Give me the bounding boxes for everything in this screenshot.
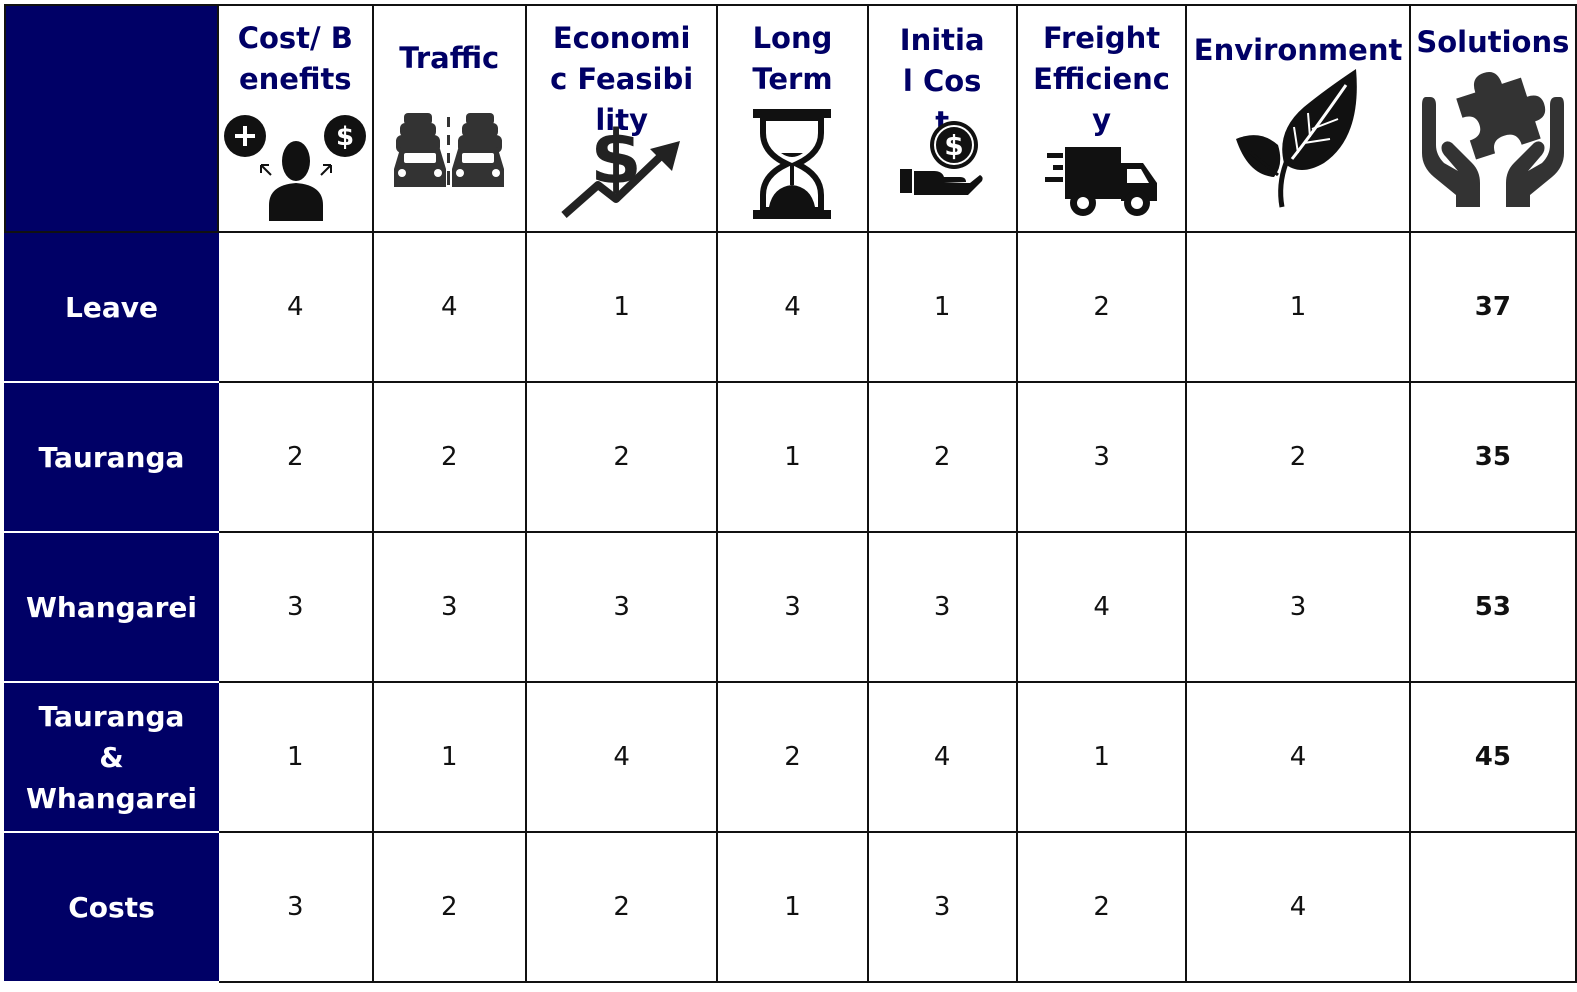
score-cell: 3 bbox=[716, 531, 869, 683]
delivery-truck-icon bbox=[1044, 135, 1159, 223]
score-cell: 4 bbox=[1015, 531, 1188, 683]
column-header-traffic: Traffic bbox=[371, 4, 527, 233]
column-header-freight-efficiency: Freight Efficiency bbox=[1015, 4, 1188, 233]
column-header-environment: Environment bbox=[1185, 4, 1411, 233]
row-label: Whangarei bbox=[4, 531, 219, 683]
score-cell: 1 bbox=[216, 681, 374, 833]
table-row: Whangarei 3 3 3 3 3 4 3 53 bbox=[4, 531, 1577, 683]
score-cell: 3 bbox=[866, 531, 1018, 683]
column-label: Freight Efficiency bbox=[1033, 21, 1170, 137]
score-cell: 3 bbox=[216, 531, 374, 683]
score-cell: 4 bbox=[716, 231, 869, 383]
leaf-icon bbox=[1234, 67, 1362, 213]
row-label: Costs bbox=[4, 831, 219, 983]
score-cell: 3 bbox=[1185, 531, 1411, 683]
column-label: Cost/ Benefits bbox=[237, 21, 353, 96]
column-header-solutions: Solutions bbox=[1408, 4, 1577, 233]
column-header-long-term: Long Term bbox=[716, 4, 869, 233]
row-label: Tauranga bbox=[4, 381, 219, 533]
score-cell: 1 bbox=[716, 381, 869, 533]
hands-puzzle-icon bbox=[1418, 67, 1568, 211]
score-cell: 1 bbox=[1185, 231, 1411, 383]
score-cell: 2 bbox=[1015, 831, 1188, 983]
total-cell: 37 bbox=[1408, 231, 1577, 383]
score-cell: 4 bbox=[524, 681, 719, 833]
score-cell: 3 bbox=[216, 831, 374, 983]
column-header-cost-benefits: Cost/ Benefits $ bbox=[216, 4, 374, 233]
score-cell: 1 bbox=[371, 681, 527, 833]
svg-text:$: $ bbox=[944, 129, 963, 162]
table-row: Leave 4 4 1 4 1 2 1 37 bbox=[4, 231, 1577, 383]
total-cell bbox=[1408, 831, 1577, 983]
score-cell: 2 bbox=[371, 831, 527, 983]
score-cell: 2 bbox=[1185, 381, 1411, 533]
total-cell: 45 bbox=[1408, 681, 1577, 833]
score-cell: 4 bbox=[1185, 681, 1411, 833]
score-cell: 2 bbox=[524, 381, 719, 533]
total-cell: 53 bbox=[1408, 531, 1577, 683]
score-cell: 1 bbox=[866, 231, 1018, 383]
corner-cell bbox=[4, 4, 219, 233]
column-label: Environment bbox=[1193, 33, 1403, 67]
score-cell: 1 bbox=[1015, 681, 1188, 833]
table-row: Costs 3 2 2 1 3 2 4 bbox=[4, 831, 1577, 983]
svg-text:$: $ bbox=[336, 122, 354, 152]
column-label: Solutions bbox=[1416, 25, 1570, 59]
score-cell: 1 bbox=[716, 831, 869, 983]
score-cell: 2 bbox=[371, 381, 527, 533]
decision-matrix: Cost/ Benefits $ Traffic bbox=[4, 4, 1577, 983]
score-cell: 2 bbox=[1015, 231, 1188, 383]
column-header-initial-cost: Initial Cost $ bbox=[866, 4, 1018, 233]
score-cell: 3 bbox=[866, 831, 1018, 983]
row-label: Leave bbox=[4, 231, 219, 383]
hourglass-icon bbox=[751, 109, 833, 223]
total-cell: 35 bbox=[1408, 381, 1577, 533]
score-cell: 1 bbox=[524, 231, 719, 383]
column-label: Economic Feasibility bbox=[550, 21, 694, 137]
score-cell: 2 bbox=[716, 681, 869, 833]
score-cell: 4 bbox=[371, 231, 527, 383]
score-cell: 2 bbox=[216, 381, 374, 533]
column-label: Long Term bbox=[752, 21, 833, 96]
dollar-growth-icon: $ bbox=[558, 111, 686, 223]
table-row: Tauranga & Whangarei 1 1 4 2 4 1 4 45 bbox=[4, 681, 1577, 833]
column-label: Traffic bbox=[399, 41, 500, 75]
score-cell: 4 bbox=[1185, 831, 1411, 983]
score-cell: 3 bbox=[524, 531, 719, 683]
score-cell: 3 bbox=[1015, 381, 1188, 533]
hand-coin-icon: $ bbox=[900, 119, 984, 203]
score-cell: 4 bbox=[216, 231, 374, 383]
column-header-economic-feasibility: Economic Feasibility $ bbox=[524, 4, 719, 233]
score-cell: 2 bbox=[866, 381, 1018, 533]
cost-benefits-icon: $ bbox=[223, 109, 367, 225]
row-label: Tauranga & Whangarei bbox=[4, 681, 219, 833]
table-row: Tauranga 2 2 2 1 2 3 2 35 bbox=[4, 381, 1577, 533]
score-cell: 3 bbox=[371, 531, 527, 683]
traffic-icon bbox=[390, 107, 508, 199]
score-cell: 2 bbox=[524, 831, 719, 983]
score-cell: 4 bbox=[866, 681, 1018, 833]
